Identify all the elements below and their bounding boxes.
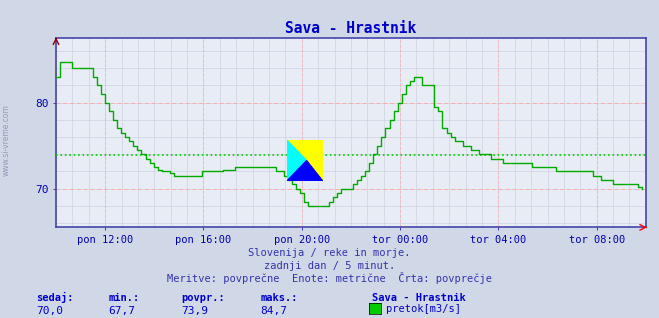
Text: 67,7: 67,7 — [109, 306, 136, 316]
Text: 73,9: 73,9 — [181, 306, 208, 316]
Text: povpr.:: povpr.: — [181, 293, 225, 303]
Text: min.:: min.: — [109, 293, 140, 303]
Polygon shape — [287, 140, 323, 181]
Text: Sava - Hrastnik: Sava - Hrastnik — [372, 293, 466, 303]
Text: 70,0: 70,0 — [36, 306, 63, 316]
Polygon shape — [287, 161, 323, 181]
Title: Sava - Hrastnik: Sava - Hrastnik — [285, 21, 416, 36]
Text: Slovenija / reke in morje.: Slovenija / reke in morje. — [248, 248, 411, 258]
Text: Meritve: povprečne  Enote: metrične  Črta: povprečje: Meritve: povprečne Enote: metrične Črta:… — [167, 272, 492, 284]
Text: 84,7: 84,7 — [260, 306, 287, 316]
Text: sedaj:: sedaj: — [36, 293, 74, 303]
Polygon shape — [287, 140, 306, 181]
Text: www.si-vreme.com: www.si-vreme.com — [2, 104, 11, 176]
Text: maks.:: maks.: — [260, 293, 298, 303]
Text: pretok[m3/s]: pretok[m3/s] — [386, 304, 461, 314]
Text: zadnji dan / 5 minut.: zadnji dan / 5 minut. — [264, 260, 395, 271]
